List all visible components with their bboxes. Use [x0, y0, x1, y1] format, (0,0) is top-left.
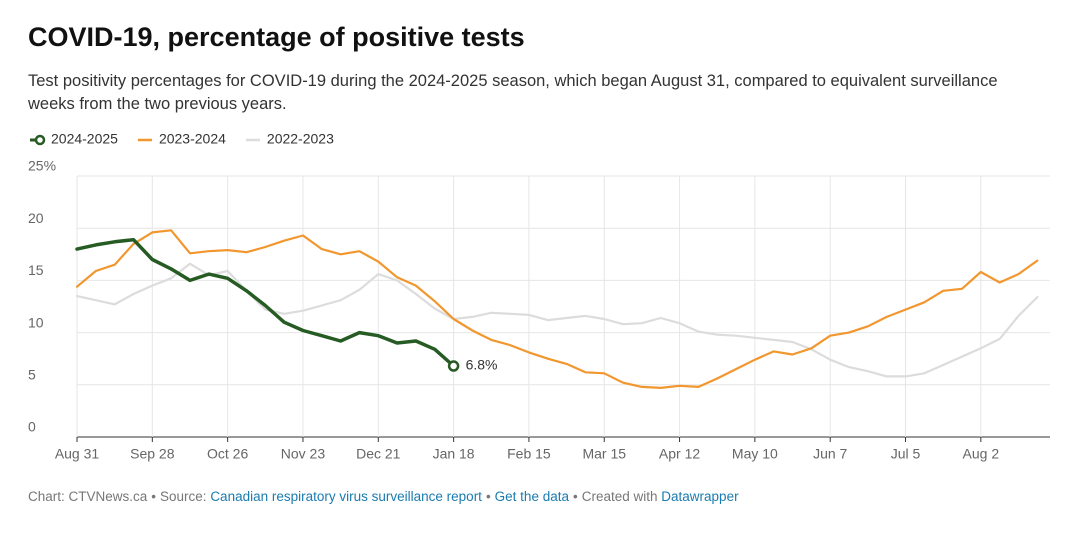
legend-label: 2022-2023 — [267, 131, 334, 147]
y-tick-label: 10 — [28, 314, 44, 330]
x-tick-label: Nov 23 — [281, 446, 326, 462]
legend-label: 2024-2025 — [51, 131, 118, 147]
y-tick-label: 5 — [28, 367, 36, 383]
tool-link[interactable]: Datawrapper — [661, 489, 739, 504]
created-with: Created with — [581, 489, 658, 504]
series-line — [75, 262, 1039, 378]
chart-title: COVID-19, percentage of positive tests — [28, 22, 525, 52]
footer: Chart: CTVNews.ca Source: Canadian respir… — [28, 489, 739, 504]
chart-subtitle: Test positivity percentages for COVID-19… — [28, 72, 998, 113]
x-tick-label: Oct 26 — [207, 446, 248, 462]
y-tick-label: 20 — [28, 210, 44, 226]
separator — [482, 489, 495, 504]
separator — [147, 489, 160, 504]
separator — [569, 489, 582, 504]
x-tick-label: Feb 15 — [507, 446, 551, 462]
x-tick-label: Jan 18 — [433, 446, 475, 462]
series-line — [75, 229, 1039, 389]
legend-label: 2023-2024 — [159, 131, 226, 147]
series-line — [75, 237, 456, 368]
source-label: Source: — [160, 489, 207, 504]
x-tick-label: Jul 5 — [891, 446, 921, 462]
y-tick-label: 25% — [28, 158, 56, 174]
source-link[interactable]: Canadian respiratory virus surveillance … — [210, 489, 482, 504]
x-tick-label: Sep 28 — [130, 446, 175, 462]
y-tick-label: 15 — [28, 262, 44, 278]
x-tick-label: Mar 15 — [582, 446, 626, 462]
x-tick-label: Aug 31 — [55, 446, 100, 462]
credit: Chart: CTVNews.ca — [28, 489, 148, 504]
data-label: 6.8% — [466, 357, 498, 373]
legend-marker — [34, 134, 46, 146]
y-tick-label: 0 — [28, 419, 36, 435]
data-link[interactable]: Get the data — [494, 489, 569, 504]
x-tick-label: May 10 — [732, 446, 778, 462]
end-point — [447, 360, 460, 372]
x-tick-label: Dec 21 — [356, 446, 401, 462]
x-tick-label: Jun 7 — [813, 446, 847, 462]
x-tick-label: Aug 2 — [963, 446, 1000, 462]
x-tick-label: Apr 12 — [659, 446, 700, 462]
